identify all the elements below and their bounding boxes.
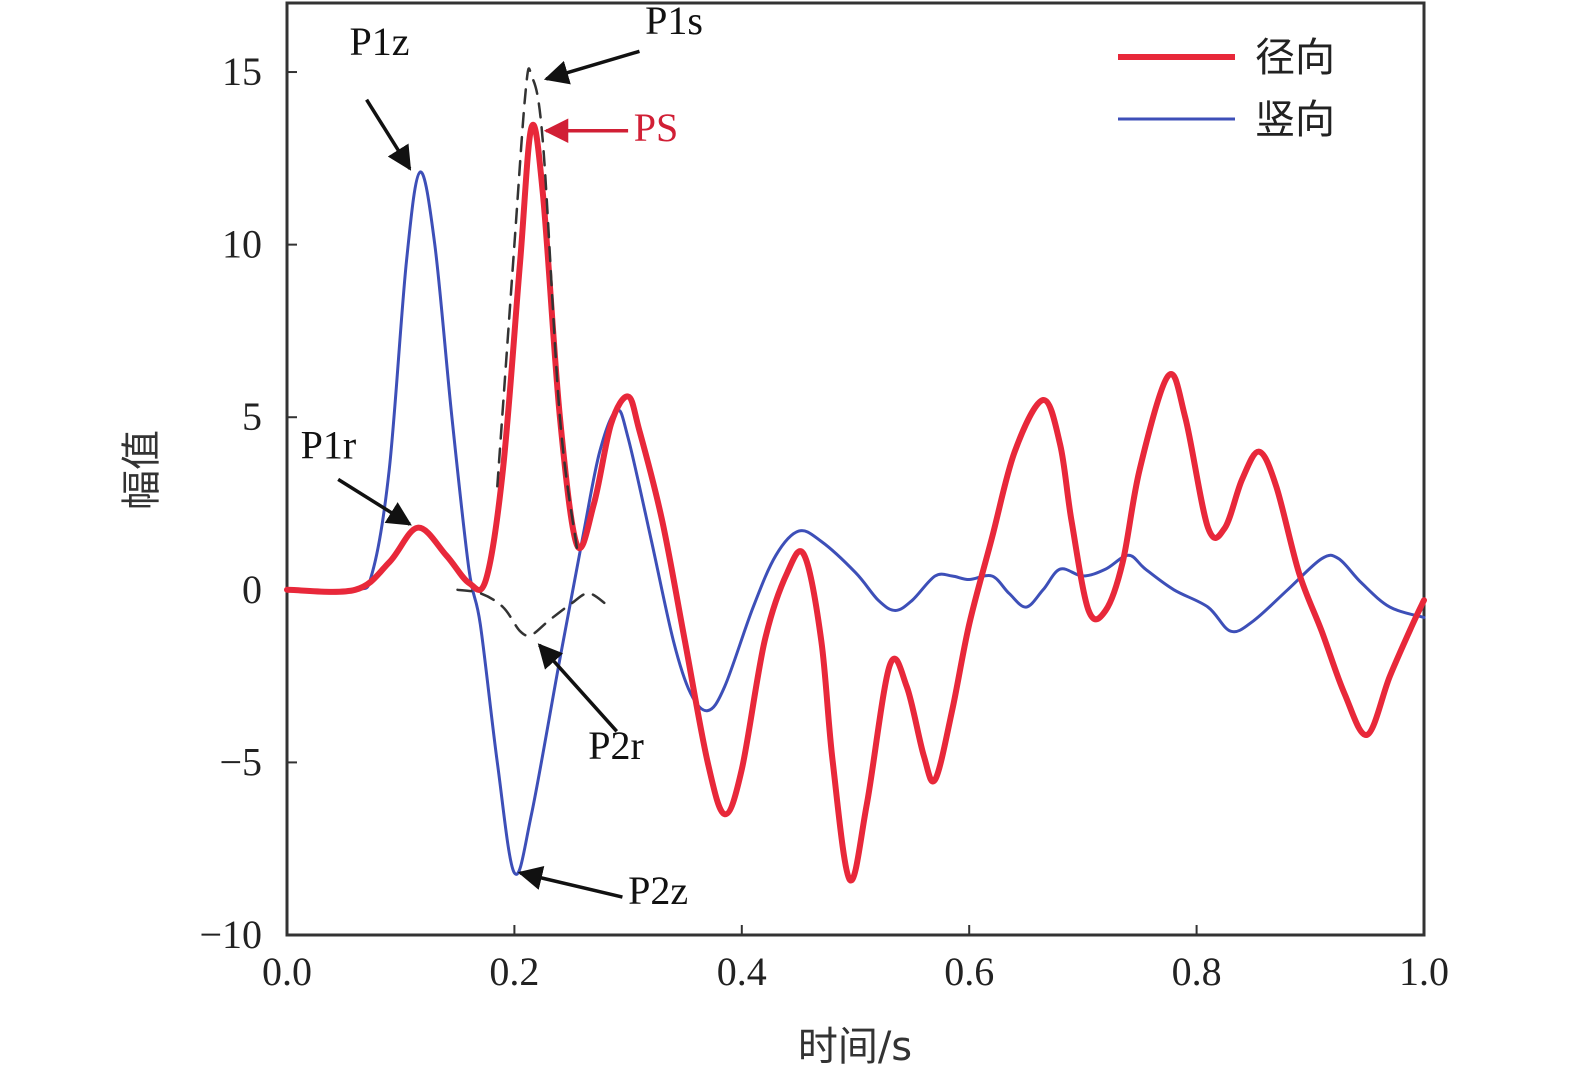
annotation-arrow (337, 477, 412, 526)
axis-ticks: 0.0 0.2 0.4 0.6 0.8 1.0 15 10 5 0 −5 −10 (199, 49, 1449, 994)
x-tick-label: 0.4 (717, 949, 767, 994)
y-tick-label: −10 (199, 912, 262, 957)
legend-label: 竖向 (1255, 97, 1335, 143)
annotation-label: PS (634, 105, 679, 150)
y-tick-label: 15 (222, 49, 262, 94)
dashed-series-line-upper (496, 67, 579, 550)
annotation-arrow (365, 98, 412, 171)
annotation-label: P2r (588, 723, 644, 768)
x-axis-title: 时间/s (798, 1024, 912, 1070)
annotation-arrow (543, 49, 640, 85)
y-axis-title: 幅值 (119, 430, 165, 510)
x-tick-label: 0.2 (489, 949, 539, 994)
x-tick-label: 0.6 (944, 949, 994, 994)
vertical-series-line (285, 170, 1426, 876)
dashed-series-line-lower (456, 588, 607, 637)
y-tick-label: 0 (242, 567, 262, 612)
plot-frame (285, 1, 1426, 937)
x-tick-label: 0.8 (1172, 949, 1222, 994)
y-tick-label: 5 (242, 394, 262, 439)
series-layer (284, 67, 1427, 884)
x-tick-label: 1.0 (1399, 949, 1449, 994)
annotation-arrow (517, 866, 623, 899)
radial-series-line (284, 122, 1427, 884)
annotation-label: P1r (301, 423, 357, 468)
annotation-label: P1s (645, 0, 703, 43)
legend-label: 径向 (1255, 35, 1335, 81)
y-tick-label: −5 (219, 739, 262, 784)
annotation-label: P2z (628, 868, 688, 913)
annotation-layer: P1z P1s PS P1r P2r P2z (301, 0, 703, 913)
annotation-arrow (537, 643, 619, 733)
y-tick-label: 10 (222, 222, 262, 267)
x-tick-label: 0.0 (262, 949, 312, 994)
annotation-label: P1z (350, 19, 410, 64)
